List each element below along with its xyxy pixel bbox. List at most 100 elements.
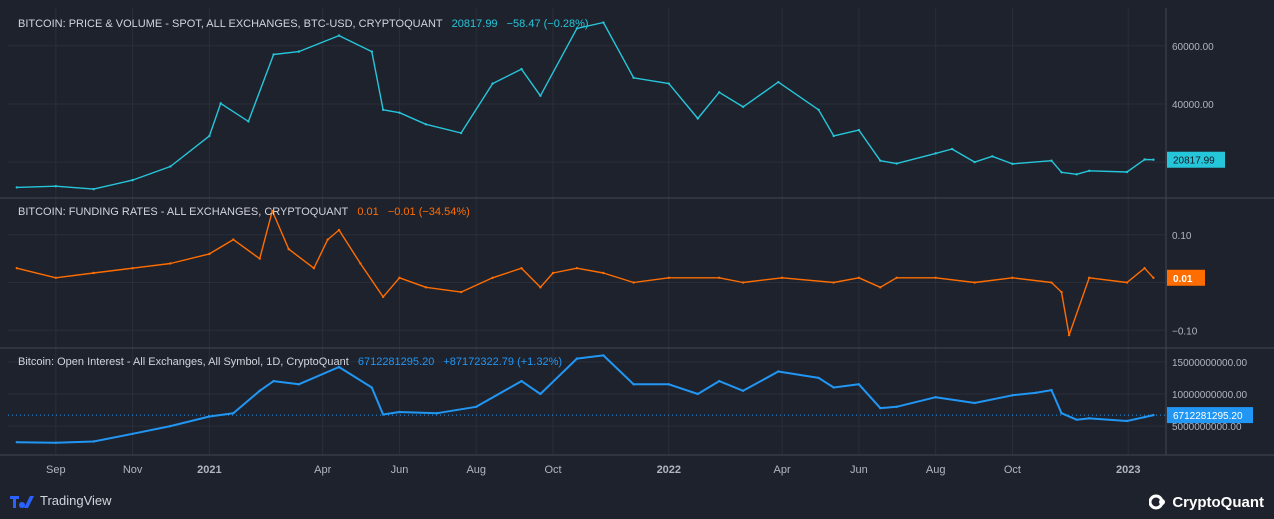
data-point-1-14 <box>381 295 385 299</box>
y-tick-label-0-2: 60000.00 <box>1172 42 1214 53</box>
data-point-0-12 <box>381 108 385 111</box>
data-point-0-27 <box>817 108 820 111</box>
data-point-2-25 <box>777 370 780 373</box>
data-point-1-31 <box>879 286 882 289</box>
data-point-1-11 <box>326 238 329 241</box>
series-line-0 <box>16 21 1154 190</box>
data-point-2-1 <box>54 441 58 444</box>
data-point-2-26 <box>817 376 820 380</box>
data-point-1-27 <box>741 281 745 284</box>
data-point-1-20 <box>539 286 542 289</box>
last-value-box-0 <box>1167 151 1225 168</box>
data-point-0-37 <box>1050 159 1053 162</box>
data-point-0-7 <box>247 120 250 123</box>
data-point-1-36 <box>1050 281 1053 284</box>
series-line-2 <box>16 354 1154 444</box>
oi-value: 6712281295.20 <box>357 356 435 368</box>
data-point-2-14 <box>436 412 439 415</box>
x-tick-label-3: Apr <box>314 464 331 476</box>
data-point-2-27 <box>832 386 835 389</box>
tradingview-logo[interactable]: TradingView <box>10 493 112 508</box>
data-point-1-35 <box>1011 276 1014 279</box>
cryptoquant-logo: CryptoQuant <box>1149 493 1264 511</box>
y-tick-label-1-0: −0.10 <box>1172 326 1198 337</box>
data-point-1-24 <box>632 281 635 284</box>
oi-panel-title: Bitcoin: Open Interest - All Exchanges, … <box>18 356 568 368</box>
series-line-1 <box>16 210 1154 336</box>
data-point-1-15 <box>398 276 401 279</box>
data-point-2-29 <box>879 406 882 410</box>
data-point-0-2 <box>92 187 95 191</box>
data-point-0-20 <box>602 21 605 24</box>
data-point-0-26 <box>777 80 780 84</box>
data-point-0-38 <box>1060 171 1063 174</box>
last-value-box-2 <box>1167 407 1253 424</box>
x-tick-label-9: Jun <box>850 464 868 476</box>
data-point-2-34 <box>1035 391 1038 394</box>
data-point-2-2 <box>92 440 95 443</box>
data-point-2-21 <box>667 383 671 386</box>
funding-change: −0.01 (−34.54%) <box>387 206 470 218</box>
x-tick-label-7: 2022 <box>657 464 681 476</box>
data-point-2-19 <box>602 354 605 357</box>
funding-title: BITCOIN: FUNDING RATES - ALL EXCHANGES, … <box>18 206 349 218</box>
data-point-1-8 <box>271 209 274 213</box>
data-point-0-25 <box>741 105 745 109</box>
data-point-2-22 <box>696 392 699 396</box>
data-point-0-21 <box>632 76 635 79</box>
data-point-0-35 <box>991 155 994 158</box>
data-point-2-23 <box>717 379 721 383</box>
data-point-1-32 <box>895 276 898 279</box>
data-point-0-3 <box>131 178 134 182</box>
data-point-2-17 <box>539 392 542 396</box>
data-point-0-40 <box>1088 169 1091 173</box>
data-point-2-33 <box>1011 394 1014 397</box>
data-point-2-30 <box>895 405 898 409</box>
data-point-0-8 <box>272 53 275 56</box>
price-value: 20817.99 <box>451 18 498 30</box>
data-point-1-33 <box>934 276 937 279</box>
data-point-2-15 <box>475 405 478 409</box>
data-point-0-42 <box>1143 158 1146 161</box>
data-point-0-14 <box>424 123 428 126</box>
data-point-2-9 <box>297 383 300 386</box>
data-point-1-1 <box>54 276 58 279</box>
last-value-label-0: 20817.99 <box>1173 156 1215 167</box>
data-point-1-6 <box>232 238 235 241</box>
x-tick-label-0: Sep <box>46 464 66 476</box>
data-point-2-16 <box>520 379 523 383</box>
data-point-1-13 <box>359 262 362 265</box>
data-point-1-4 <box>169 262 172 265</box>
price-change: −58.47 (−0.28%) <box>506 18 589 30</box>
data-point-0-31 <box>895 162 898 165</box>
data-point-1-29 <box>832 281 835 284</box>
data-point-0-22 <box>667 82 671 85</box>
tradingview-icon <box>10 495 34 508</box>
data-point-0-19 <box>575 27 579 30</box>
data-point-1-38 <box>1067 333 1071 337</box>
x-tick-label-2: 2021 <box>197 464 221 476</box>
data-point-1-39 <box>1088 276 1091 279</box>
y-tick-label-2-1: 10000000000.00 <box>1172 390 1248 401</box>
data-point-0-6 <box>219 102 222 105</box>
data-point-1-9 <box>287 247 290 251</box>
x-tick-label-8: Apr <box>774 464 791 476</box>
data-point-2-41 <box>1152 413 1155 417</box>
y-tick-label-2-0: 5000000000.00 <box>1172 422 1242 433</box>
data-point-0-33 <box>950 147 954 151</box>
data-point-0-13 <box>398 111 401 114</box>
x-tick-label-6: Oct <box>544 464 561 476</box>
chart-canvas[interactable]: 40000.00 60000.00 20817.99 −0.10 0.10 0.01 500… <box>0 0 1274 488</box>
data-point-0-0 <box>15 186 19 189</box>
x-tick-label-10: Aug <box>926 464 946 476</box>
data-point-2-0 <box>15 440 19 444</box>
data-point-0-34 <box>973 160 976 164</box>
data-point-1-25 <box>667 276 671 279</box>
funding-value: 0.01 <box>357 206 379 218</box>
data-point-2-12 <box>381 413 385 416</box>
data-point-1-18 <box>491 276 494 279</box>
price-title: BITCOIN: PRICE & VOLUME - SPOT, ALL EXCH… <box>18 18 443 30</box>
x-tick-label-12: 2023 <box>1116 464 1140 476</box>
data-point-2-7 <box>258 389 261 392</box>
data-point-2-39 <box>1125 419 1129 423</box>
